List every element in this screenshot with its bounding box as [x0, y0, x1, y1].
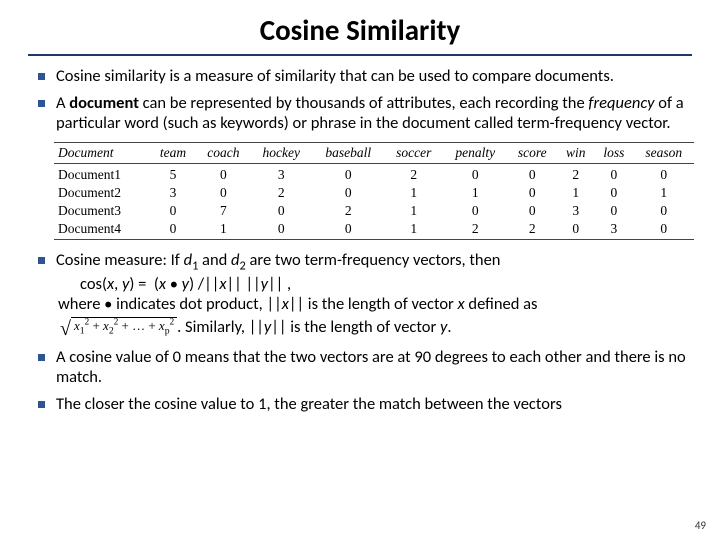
table-cell: 0: [196, 163, 250, 184]
table-cell: 0: [443, 202, 508, 220]
table-header-cell: soccer: [385, 142, 443, 163]
table-cell: 0: [150, 220, 196, 240]
table-header-cell: win: [557, 142, 594, 163]
table-row: Document30702100300: [54, 202, 694, 220]
bullet-cosine-measure: Cosine measure: If d1 and d2 are two ter…: [34, 250, 692, 341]
title-underline: [28, 54, 692, 56]
table-cell: 2: [251, 184, 312, 202]
formula-line: cos(x, y) = (x • y) /||x|| ||y|| ,: [56, 274, 692, 295]
slide-title: Cosine Similarity: [28, 12, 692, 48]
table-cell: 7: [196, 202, 250, 220]
var-d2: d: [231, 250, 239, 270]
table-header-cell: season: [633, 142, 694, 163]
bullet-list-bottom: Cosine measure: If d1 and d2 are two ter…: [28, 250, 692, 415]
table-cell: 5: [150, 163, 196, 184]
table-cell: 1: [196, 220, 250, 240]
table-cell: Document2: [54, 184, 150, 202]
table-cell: 2: [312, 202, 385, 220]
table-header-cell: baseball: [312, 142, 385, 163]
table-cell: 0: [251, 202, 312, 220]
table-cell: 1: [385, 184, 443, 202]
table-cell: 0: [150, 202, 196, 220]
text-frag: Cosine measure: If: [56, 250, 184, 270]
table-body: Document15030200200Document23020110101Do…: [54, 163, 694, 239]
table-cell: 0: [312, 184, 385, 202]
table-row: Document40100122030: [54, 220, 694, 240]
table-cell: 3: [594, 220, 633, 240]
table-cell: Document1: [54, 163, 150, 184]
table-cell: 0: [633, 202, 694, 220]
table-cell: 1: [385, 220, 443, 240]
bullet-list-top: Cosine similarity is a measure of simila…: [28, 66, 692, 134]
table-cell: 0: [594, 184, 633, 202]
table-cell: Document4: [54, 220, 150, 240]
table-cell: 1: [633, 184, 694, 202]
var-d1: d: [184, 250, 192, 270]
table-cell: 0: [312, 163, 385, 184]
table-cell: 2: [443, 220, 508, 240]
table-cell: 0: [312, 220, 385, 240]
table-header-cell: coach: [196, 142, 250, 163]
table-cell: 3: [150, 184, 196, 202]
table-row: Document23020110101: [54, 184, 694, 202]
table-header-cell: score: [507, 142, 557, 163]
text-frag: and: [198, 250, 231, 270]
sqrt-expression: √x12 + x22 + … + xp2: [58, 315, 177, 341]
table-cell: 0: [633, 163, 694, 184]
table-cell: 0: [557, 220, 594, 240]
slide-number: 49: [695, 519, 706, 532]
table-cell: 1: [385, 202, 443, 220]
bullet-close-to-one: The closer the cosine value to 1, the gr…: [34, 394, 692, 415]
table-cell: 0: [594, 202, 633, 220]
bullet-item: Cosine similarity is a measure of simila…: [34, 66, 692, 87]
sqrt-line: √x12 + x22 + … + xp2 . Similarly, ||y|| …: [56, 315, 692, 341]
table-cell: 0: [196, 184, 250, 202]
table-cell: 3: [557, 202, 594, 220]
table-header-cell: penalty: [443, 142, 508, 163]
table-cell: 1: [557, 184, 594, 202]
table-cell: 2: [557, 163, 594, 184]
table-cell: 0: [594, 163, 633, 184]
similarly-text: . Similarly, ||y|| is the length of vect…: [177, 317, 451, 337]
bullet-zero-value: A cosine value of 0 means that the two v…: [34, 347, 692, 388]
table-cell: 0: [507, 163, 557, 184]
bullet-item: A document can be represented by thousan…: [34, 93, 692, 134]
table-cell: 0: [507, 184, 557, 202]
term-frequency-table-wrap: Documentteamcoachhockeybaseballsoccerpen…: [54, 142, 694, 240]
table-cell: 0: [251, 220, 312, 240]
table-row: Document15030200200: [54, 163, 694, 184]
table-cell: 3: [251, 163, 312, 184]
table-cell: 2: [507, 220, 557, 240]
where-line: where • indicates dot product, ||x|| is …: [56, 294, 692, 315]
table-cell: 0: [443, 163, 508, 184]
table-header-cell: hockey: [251, 142, 312, 163]
table-cell: 2: [385, 163, 443, 184]
table-cell: 0: [633, 220, 694, 240]
table-header-row: Documentteamcoachhockeybaseballsoccerpen…: [54, 142, 694, 163]
table-cell: Document3: [54, 202, 150, 220]
text-frag: are two term-frequency vectors, then: [246, 250, 501, 270]
table-cell: 1: [443, 184, 508, 202]
table-cell: 0: [507, 202, 557, 220]
term-frequency-table: Documentteamcoachhockeybaseballsoccerpen…: [54, 142, 694, 240]
table-header-cell: team: [150, 142, 196, 163]
slide-container: Cosine Similarity Cosine similarity is a…: [0, 0, 720, 540]
table-header-cell: loss: [594, 142, 633, 163]
table-header-cell: Document: [54, 142, 150, 163]
